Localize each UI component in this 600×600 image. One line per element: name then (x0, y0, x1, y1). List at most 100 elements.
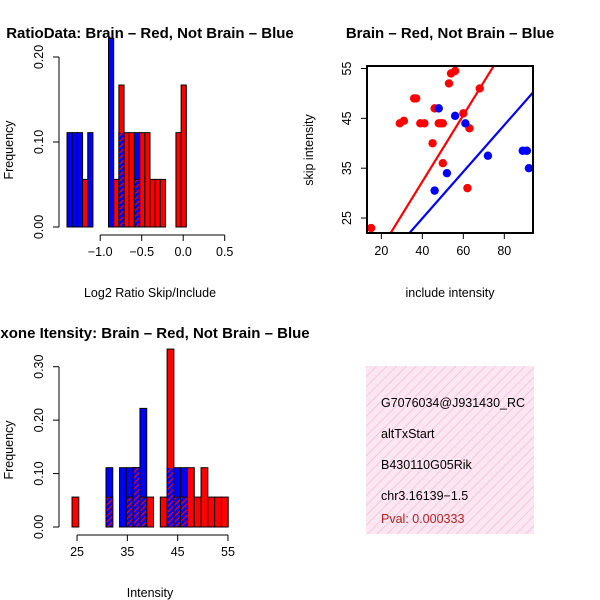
intensity-hist-y-tick-label: 0.20 (32, 408, 46, 432)
scatter-point-notbrain (522, 146, 532, 155)
scatter-frame (366, 65, 534, 234)
intensity-hist-bar-overlap (174, 497, 181, 527)
intensity-hist-bar-brain (186, 467, 195, 528)
scatter-x-tick-label: 80 (497, 244, 511, 258)
ratio-hist-bar-brain (113, 178, 120, 228)
ratio-histogram: RatioData: Brain – Red, Not Brain – Blue… (2, 25, 294, 300)
ratio-hist-bar-brain (128, 132, 135, 228)
scatter-point-brain (420, 119, 429, 128)
scatter-point-brain (438, 119, 448, 128)
ratio-hist-y-tick-label: 0.00 (32, 215, 46, 239)
scatter-fit-line-notbrain (408, 91, 533, 233)
ratio-hist-bar-brain (82, 178, 89, 228)
ratio-hist-bar-brain (175, 132, 182, 228)
info-panel: G7076034@J931430_RC altTxStart B430110G0… (366, 366, 534, 534)
intensity-hist-xlabel: Intensity (127, 586, 174, 600)
intensity-hist-x-tick-label: 35 (120, 545, 134, 559)
scatter-data-layer (367, 66, 533, 233)
intensity-hist-y-tick-label: 0.30 (32, 355, 46, 379)
ratio-hist-ylabel: Frequency (2, 120, 16, 180)
scatter-fit-line-brain (389, 66, 495, 233)
intensity-hist-bar-brain (220, 496, 229, 528)
ratio-hist-bar-brain (180, 84, 187, 228)
scatter-point-notbrain (442, 168, 452, 178)
scatter-point-brain (367, 223, 376, 233)
scatter-ylabel: skip intensity (302, 113, 316, 185)
info-pval: Pval: 0.000333 (381, 512, 464, 526)
scatter-point-brain (428, 139, 437, 148)
scatter-point-brain (463, 183, 472, 193)
ratio-hist-title: RatioData: Brain – Red, Not Brain – Blue (6, 25, 294, 42)
info-panel-background (366, 366, 534, 534)
intensity-hist-bar-overlap (106, 497, 113, 527)
ratio-hist-bar-brain (123, 132, 130, 228)
scatter-point-notbrain (524, 163, 533, 173)
ratio-hist-x-tick-label: 0.0 (175, 245, 192, 259)
ratio-hist-y-tick-label: 0.20 (32, 45, 46, 69)
ratio-hist-bar-notbrain (76, 132, 84, 228)
ratio-hist-bar-overlap (134, 179, 140, 227)
scatter-plot-area: 20 40 60 80 25 35 45 55 (340, 61, 534, 258)
scatter-point-brain (399, 116, 409, 126)
intensity-hist-bar-brain (200, 467, 209, 528)
intensity-hist-title: Exone Itensity: Brain – Red, Not Brain –… (0, 325, 310, 342)
ratio-hist-bar-notbrain (87, 132, 94, 228)
ratio-hist-y-tick-label: 0.10 (32, 130, 46, 154)
ratio-hist-x-tick-label: −0.5 (129, 245, 154, 259)
ratio-hist-x-tick-label: −1.0 (88, 245, 113, 259)
ratio-hist-bar-notbrain (71, 132, 78, 228)
ratio-hist-bar-brain (154, 178, 161, 228)
intensity-hist-x-tick-label: 55 (221, 545, 235, 559)
scatter-plot: Brain – Red, Not Brain – Blue 20 40 60 80 25… (302, 25, 554, 300)
scatter-y-tick-label: 35 (340, 161, 354, 175)
scatter-title: Brain – Red, Not Brain – Blue (346, 25, 554, 42)
intensity-hist-bar-overlap (133, 468, 140, 527)
intensity-hist-x-tick-label: 45 (171, 545, 185, 559)
intensity-hist-bars (71, 348, 229, 528)
ratio-hist-bar-overlap (119, 133, 124, 227)
scatter-x-tick-label: 60 (456, 244, 470, 258)
scatter-point-brain (475, 84, 484, 93)
info-gene-name: B430110G05Rik (381, 458, 473, 472)
ratio-hist-bars (66, 37, 187, 228)
intensity-hist-bar-overlap (126, 497, 133, 527)
intensity-hist-bar-brain (214, 496, 222, 528)
scatter-point-notbrain (430, 186, 439, 195)
intensity-hist-bar-brain (193, 496, 202, 528)
intensity-histogram: Exone Itensity: Brain – Red, Not Brain –… (0, 325, 310, 600)
ratio-hist-axes: −1.0 −0.5 0.0 0.5 0.00 0.10 0.20 (32, 45, 233, 259)
intensity-hist-y-tick-label: 0.00 (32, 515, 46, 539)
scatter-point-notbrain (450, 111, 460, 121)
intensity-hist-bar-brain (146, 496, 155, 528)
ratio-hist-bar-brain (144, 132, 151, 228)
ratio-hist-xlabel: Log2 Ratio Skip/Include (84, 286, 216, 300)
scatter-point-brain (438, 159, 448, 168)
intensity-hist-bar-brain (71, 496, 80, 528)
intensity-hist-bar-notbrain (119, 467, 127, 528)
scatter-point-notbrain (483, 151, 493, 160)
info-probe-id: G7076034@J931430_RC (381, 396, 525, 410)
scatter-x-tick-label: 40 (415, 244, 429, 258)
ratio-hist-bar-notbrain (108, 37, 115, 228)
scatter-point-brain (459, 109, 468, 118)
scatter-point-brain (411, 94, 421, 103)
scatter-y-tick-label: 55 (340, 61, 354, 75)
scatter-point-notbrain (434, 104, 443, 113)
intensity-hist-bar-overlap (167, 468, 174, 527)
intensity-hist-bar-brain (159, 496, 168, 528)
intensity-hist-bar-brain (166, 348, 175, 528)
scatter-point-brain (444, 79, 454, 88)
intensity-hist-bar-overlap (140, 497, 147, 527)
intensity-hist-x-tick-label: 25 (70, 545, 84, 559)
ratio-hist-bar-notbrain (66, 132, 73, 228)
ratio-hist-bar-brain (149, 178, 156, 228)
intensity-hist-bar-brain (207, 496, 216, 528)
scatter-x-tick-label: 20 (374, 244, 388, 258)
ratio-hist-x-tick-label: 0.5 (216, 245, 233, 259)
info-location: chr3.16139−1.5 (381, 489, 468, 503)
scatter-point-notbrain (461, 119, 470, 128)
scatter-xlabel: include intensity (406, 286, 496, 300)
ratio-hist-bar-brain (139, 132, 146, 228)
scatter-y-tick-label: 45 (340, 111, 354, 125)
